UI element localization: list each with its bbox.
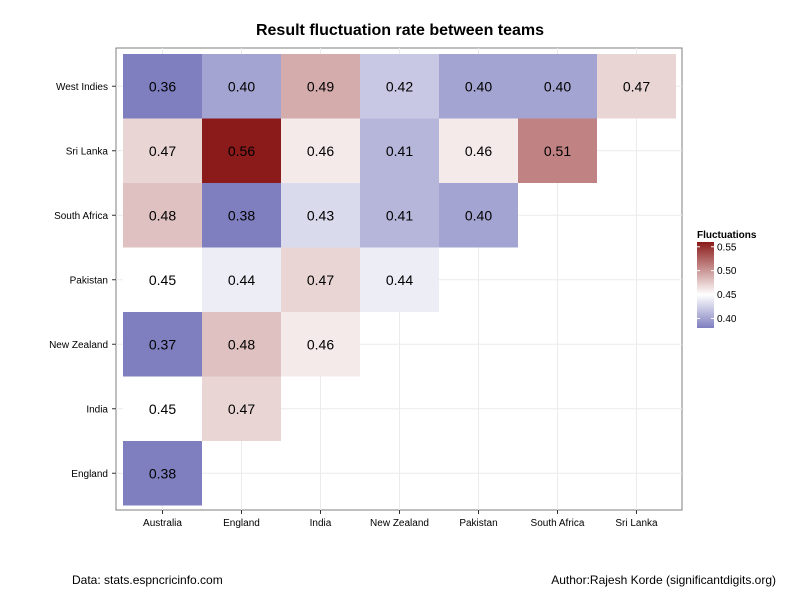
heatmap-cell (123, 247, 202, 312)
legend-tick-label: 0.55 (717, 242, 737, 253)
cell-value-label: 0.40 (465, 78, 492, 94)
heatmap-cell (123, 312, 202, 377)
heatmap-cell (439, 118, 518, 183)
y-tick-label: India (86, 404, 108, 415)
cell-value-label: 0.38 (228, 207, 255, 223)
cell-value-label: 0.42 (386, 78, 413, 94)
cell-value-label: 0.47 (307, 272, 334, 288)
heatmap-cell (360, 183, 439, 248)
cell-value-label: 0.44 (386, 272, 413, 288)
author-credit: Author:Rajesh Korde (significantdigits.o… (551, 573, 776, 587)
heatmap-cell (202, 54, 281, 119)
cell-value-label: 0.43 (307, 207, 334, 223)
heatmap-cell (281, 183, 360, 248)
y-tick-label: West Indies (56, 82, 108, 93)
heatmap-cell (202, 376, 281, 441)
x-axis: Australia England India New Zealand Pakistan… (143, 510, 658, 529)
cell-value-label: 0.47 (623, 78, 650, 94)
cell-value-label: 0.48 (149, 207, 176, 223)
cell-value-label: 0.47 (228, 401, 255, 417)
cell-value-label: 0.41 (386, 207, 413, 223)
x-tick-label: Australia (143, 518, 182, 529)
heatmap-cell (202, 183, 281, 248)
chart-title: Result fluctuation rate between teams (256, 22, 544, 39)
heatmap-cell (123, 376, 202, 441)
y-tick-label: England (71, 469, 108, 480)
legend-title: Fluctuations (697, 230, 757, 241)
legend-ticks: 0.55 0.50 0.45 0.40 (697, 242, 737, 325)
heatmap-cell (123, 118, 202, 183)
heatmap-cell (202, 312, 281, 377)
cell-value-label: 0.46 (465, 143, 492, 159)
cell-value-label: 0.46 (307, 336, 334, 352)
heatmap-cell (360, 118, 439, 183)
legend-tick-label: 0.40 (717, 314, 737, 325)
cell-value-label: 0.45 (149, 401, 176, 417)
legend-tick-label: 0.45 (717, 290, 737, 301)
cell-value-label: 0.46 (307, 143, 334, 159)
heatmap-cell (281, 118, 360, 183)
x-tick-label: New Zealand (370, 518, 429, 529)
heatmap-cell (597, 54, 676, 119)
legend-tick-label: 0.50 (717, 266, 737, 277)
x-tick-label: England (223, 518, 260, 529)
heatmap-cell (281, 247, 360, 312)
cell-value-label: 0.36 (149, 78, 176, 94)
cell-value-label: 0.47 (149, 143, 176, 159)
color-legend: Fluctuations 0.55 0.50 0.45 0.40 (697, 230, 757, 328)
cell-value-label: 0.41 (386, 143, 413, 159)
heatmap-cell (123, 183, 202, 248)
legend-color-bar (697, 242, 714, 328)
heatmap-cell (202, 118, 281, 183)
heatmap-cell (123, 441, 202, 506)
heatmap-cells: 0.36 0.40 0.49 0.42 0.40 0.40 0.47 0.47 0.56 0.46… (123, 54, 676, 506)
heatmap-cell (202, 247, 281, 312)
heatmap-cell (439, 54, 518, 119)
x-tick-label: Sri Lanka (615, 518, 658, 529)
heatmap-cell (518, 54, 597, 119)
heatmap-cell (123, 54, 202, 119)
cell-value-label: 0.40 (544, 78, 571, 94)
y-tick-label: Pakistan (70, 275, 108, 286)
x-tick-label: South Africa (531, 518, 585, 529)
cell-value-label: 0.48 (228, 336, 255, 352)
x-tick-label: Pakistan (459, 518, 497, 529)
heatmap-cell (518, 118, 597, 183)
cell-value-label: 0.40 (465, 207, 492, 223)
heatmap-cell (360, 247, 439, 312)
cell-value-label: 0.44 (228, 272, 255, 288)
heatmap-cell (360, 54, 439, 119)
cell-value-label: 0.37 (149, 336, 176, 352)
cell-value-label: 0.56 (228, 143, 255, 159)
cell-value-label: 0.51 (544, 143, 571, 159)
heatmap-cell (281, 312, 360, 377)
y-tick-label: South Africa (54, 211, 108, 222)
cell-value-label: 0.40 (228, 78, 255, 94)
y-tick-label: Sri Lanka (66, 146, 109, 157)
cell-value-label: 0.38 (149, 465, 176, 481)
y-axis: West Indies Sri Lanka South Africa Pakistan… (49, 82, 116, 480)
cell-value-label: 0.45 (149, 272, 176, 288)
cell-value-label: 0.49 (307, 78, 334, 94)
heatmap-cell (439, 183, 518, 248)
y-tick-label: New Zealand (49, 340, 108, 351)
heatmap-cell (281, 54, 360, 119)
data-source-note: Data: stats.espncricinfo.com (72, 573, 223, 587)
x-tick-label: India (310, 518, 332, 529)
